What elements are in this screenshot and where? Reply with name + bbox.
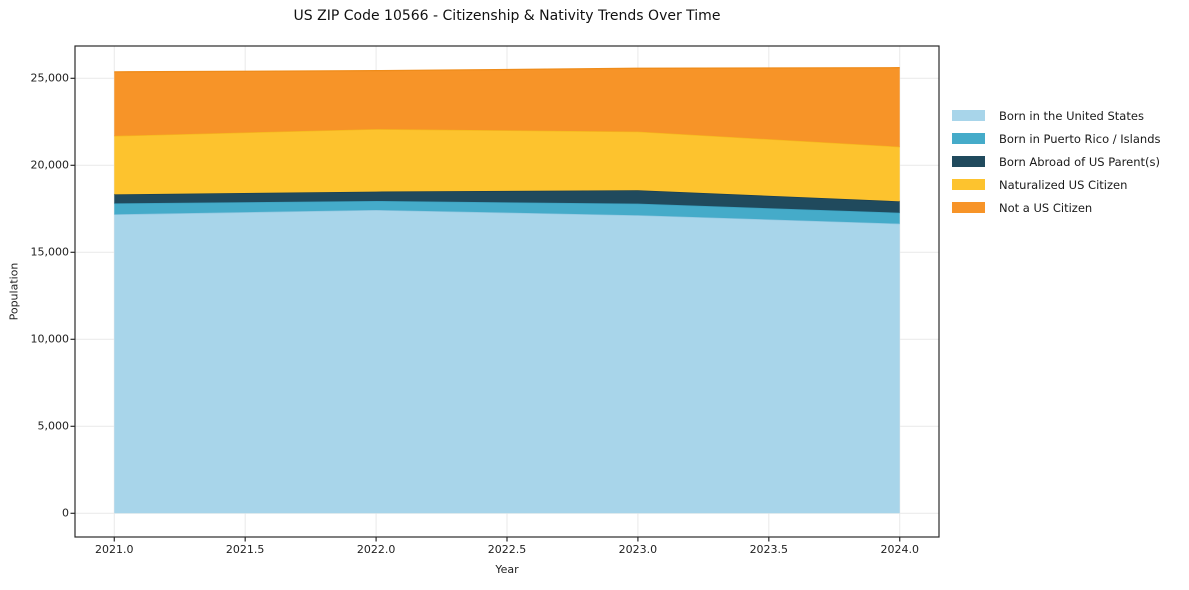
legend-item: Naturalized US Citizen [952,173,1161,196]
area-series-5 [114,67,900,147]
x-axis-label: Year [495,563,519,576]
x-tick-label: 2024.0 [880,543,919,556]
legend-swatch-icon [952,179,985,190]
chart-title: US ZIP Code 10566 - Citizenship & Nativi… [293,8,721,24]
y-tick-label: 5,000 [37,419,70,433]
x-tick-label: 2022.5 [487,543,527,556]
legend-label: Born in the United States [999,108,1144,123]
legend-swatch-icon [952,133,985,144]
area-series-2 [114,200,900,224]
x-tick-label: 2023.0 [618,543,658,556]
legend-label: Not a US Citizen [999,200,1093,215]
legend-swatch-icon [952,156,985,167]
x-tick-label: 2022.0 [356,543,396,556]
legend-label: Born in Puerto Rico / Islands [999,131,1161,146]
area-series-4 [114,129,900,202]
legend-item: Born in the United States [952,104,1161,127]
y-tick-label: 15,000 [30,245,70,259]
x-tick-label: 2023.5 [749,543,789,556]
legend-label: Born Abroad of US Parent(s) [999,154,1160,169]
x-tick-label: 2021.5 [225,543,265,556]
legend-swatch-icon [952,202,985,213]
y-tick-label: 10,000 [30,332,70,346]
area-series-3 [114,190,900,213]
y-tick-label: 25,000 [30,71,70,85]
legend-swatch-icon [952,110,985,121]
legend: Born in the United States Born in Puerto … [952,104,1161,219]
area-series-1 [114,210,900,514]
x-tick-label: 2021.0 [95,543,134,556]
y-tick-label: 0 [62,506,69,520]
area-edge-5 [114,67,900,73]
legend-item: Not a US Citizen [952,196,1161,219]
legend-item: Born in Puerto Rico / Islands [952,127,1161,150]
y-tick-label: 20,000 [30,158,70,172]
legend-item: Born Abroad of US Parent(s) [952,150,1161,173]
legend-label: Naturalized US Citizen [999,177,1128,192]
